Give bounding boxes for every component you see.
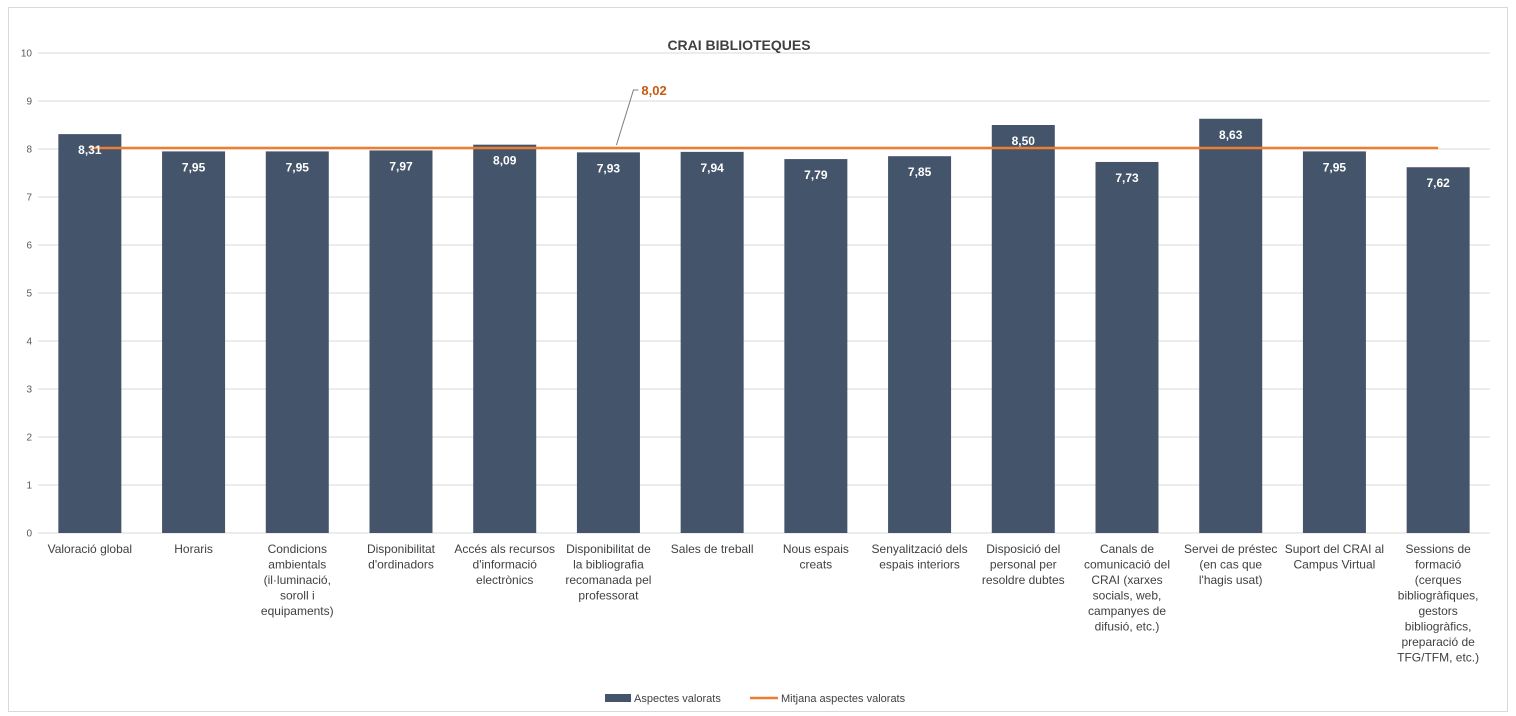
x-tick-label: Disponibilitat d'ordinadors <box>367 542 436 572</box>
legend-label-line: Mitjana aspectes valorats <box>781 693 906 705</box>
bar <box>1406 167 1470 534</box>
bar-data-label: 7,95 <box>286 160 310 174</box>
bar <box>1199 118 1263 533</box>
y-tick-label: 10 <box>21 49 33 60</box>
y-tick-label: 6 <box>26 241 32 252</box>
x-tick-label: Disponibilitat de la bibliografia recomana… <box>565 542 651 603</box>
chart-title: CRAI BIBLIOTEQUES <box>667 37 810 53</box>
bar-data-label: 7,93 <box>597 161 621 175</box>
y-tick-label: 5 <box>26 289 32 300</box>
average-label-leader <box>615 89 639 146</box>
bar-data-label: 8,63 <box>1219 128 1243 142</box>
y-tick-label: 7 <box>26 193 32 204</box>
bar <box>1302 151 1366 533</box>
y-tick-label: 8 <box>26 145 32 156</box>
x-tick-label: Sessions de formació (cerques bibliogràfiqu… <box>1397 542 1479 665</box>
bar-data-label: 7,94 <box>700 161 724 175</box>
x-tick-label: Servei de préstec (en cas que l'hagis usat… <box>1184 542 1277 587</box>
x-tick-label: Nous espais creats <box>783 542 849 572</box>
y-tick-label: 1 <box>26 481 32 492</box>
y-tick-label: 2 <box>26 433 32 444</box>
y-tick-label: 0 <box>26 529 32 540</box>
y-tick-label: 3 <box>26 385 32 396</box>
bar <box>680 151 744 533</box>
x-tick-label: Valoració global <box>48 542 133 556</box>
bar-data-label: 7,97 <box>389 159 413 173</box>
bar-data-label: 8,31 <box>78 143 102 157</box>
legend-swatch-bars <box>605 694 631 702</box>
x-tick-label: Sales de treball <box>671 542 754 556</box>
x-tick-label: Disposició del personal per resoldre dubte… <box>982 542 1065 587</box>
bar <box>369 150 433 533</box>
bar-data-label: 7,62 <box>1426 176 1450 190</box>
x-tick-label: Condicions ambientals (il·luminació, soroll… <box>261 542 334 618</box>
bar <box>991 125 1055 533</box>
bar <box>58 134 122 533</box>
x-tick-label: Canals de comunicació del CRAI (xarxes soci… <box>1084 542 1170 634</box>
bar-data-label: 7,85 <box>908 165 932 179</box>
x-tick-label: Suport del CRAI al Campus Virtual <box>1285 542 1384 572</box>
bar <box>888 156 952 533</box>
y-tick-label: 9 <box>26 97 32 108</box>
x-tick-label: Senyalització dels espais interiors <box>872 542 968 572</box>
bar <box>784 159 848 533</box>
bar <box>576 152 640 534</box>
x-tick-label: Accés als recursos d'informació electrònic… <box>454 542 555 587</box>
bar <box>473 144 537 533</box>
legend-label-bars: Aspectes valorats <box>634 693 721 705</box>
bar-data-label: 7,95 <box>182 160 206 174</box>
bar <box>265 151 329 533</box>
y-tick-label: 4 <box>26 337 32 348</box>
x-tick-label: Horaris <box>174 542 213 556</box>
bar-data-label: 8,50 <box>1012 134 1036 148</box>
average-data-label: 8,02 <box>641 83 666 98</box>
bar <box>1095 161 1159 533</box>
bar-data-label: 7,73 <box>1115 171 1139 185</box>
bar-data-label: 8,09 <box>493 154 517 168</box>
bar <box>162 151 226 533</box>
bar-data-label: 7,79 <box>804 168 828 182</box>
bar-data-label: 7,95 <box>1323 160 1347 174</box>
